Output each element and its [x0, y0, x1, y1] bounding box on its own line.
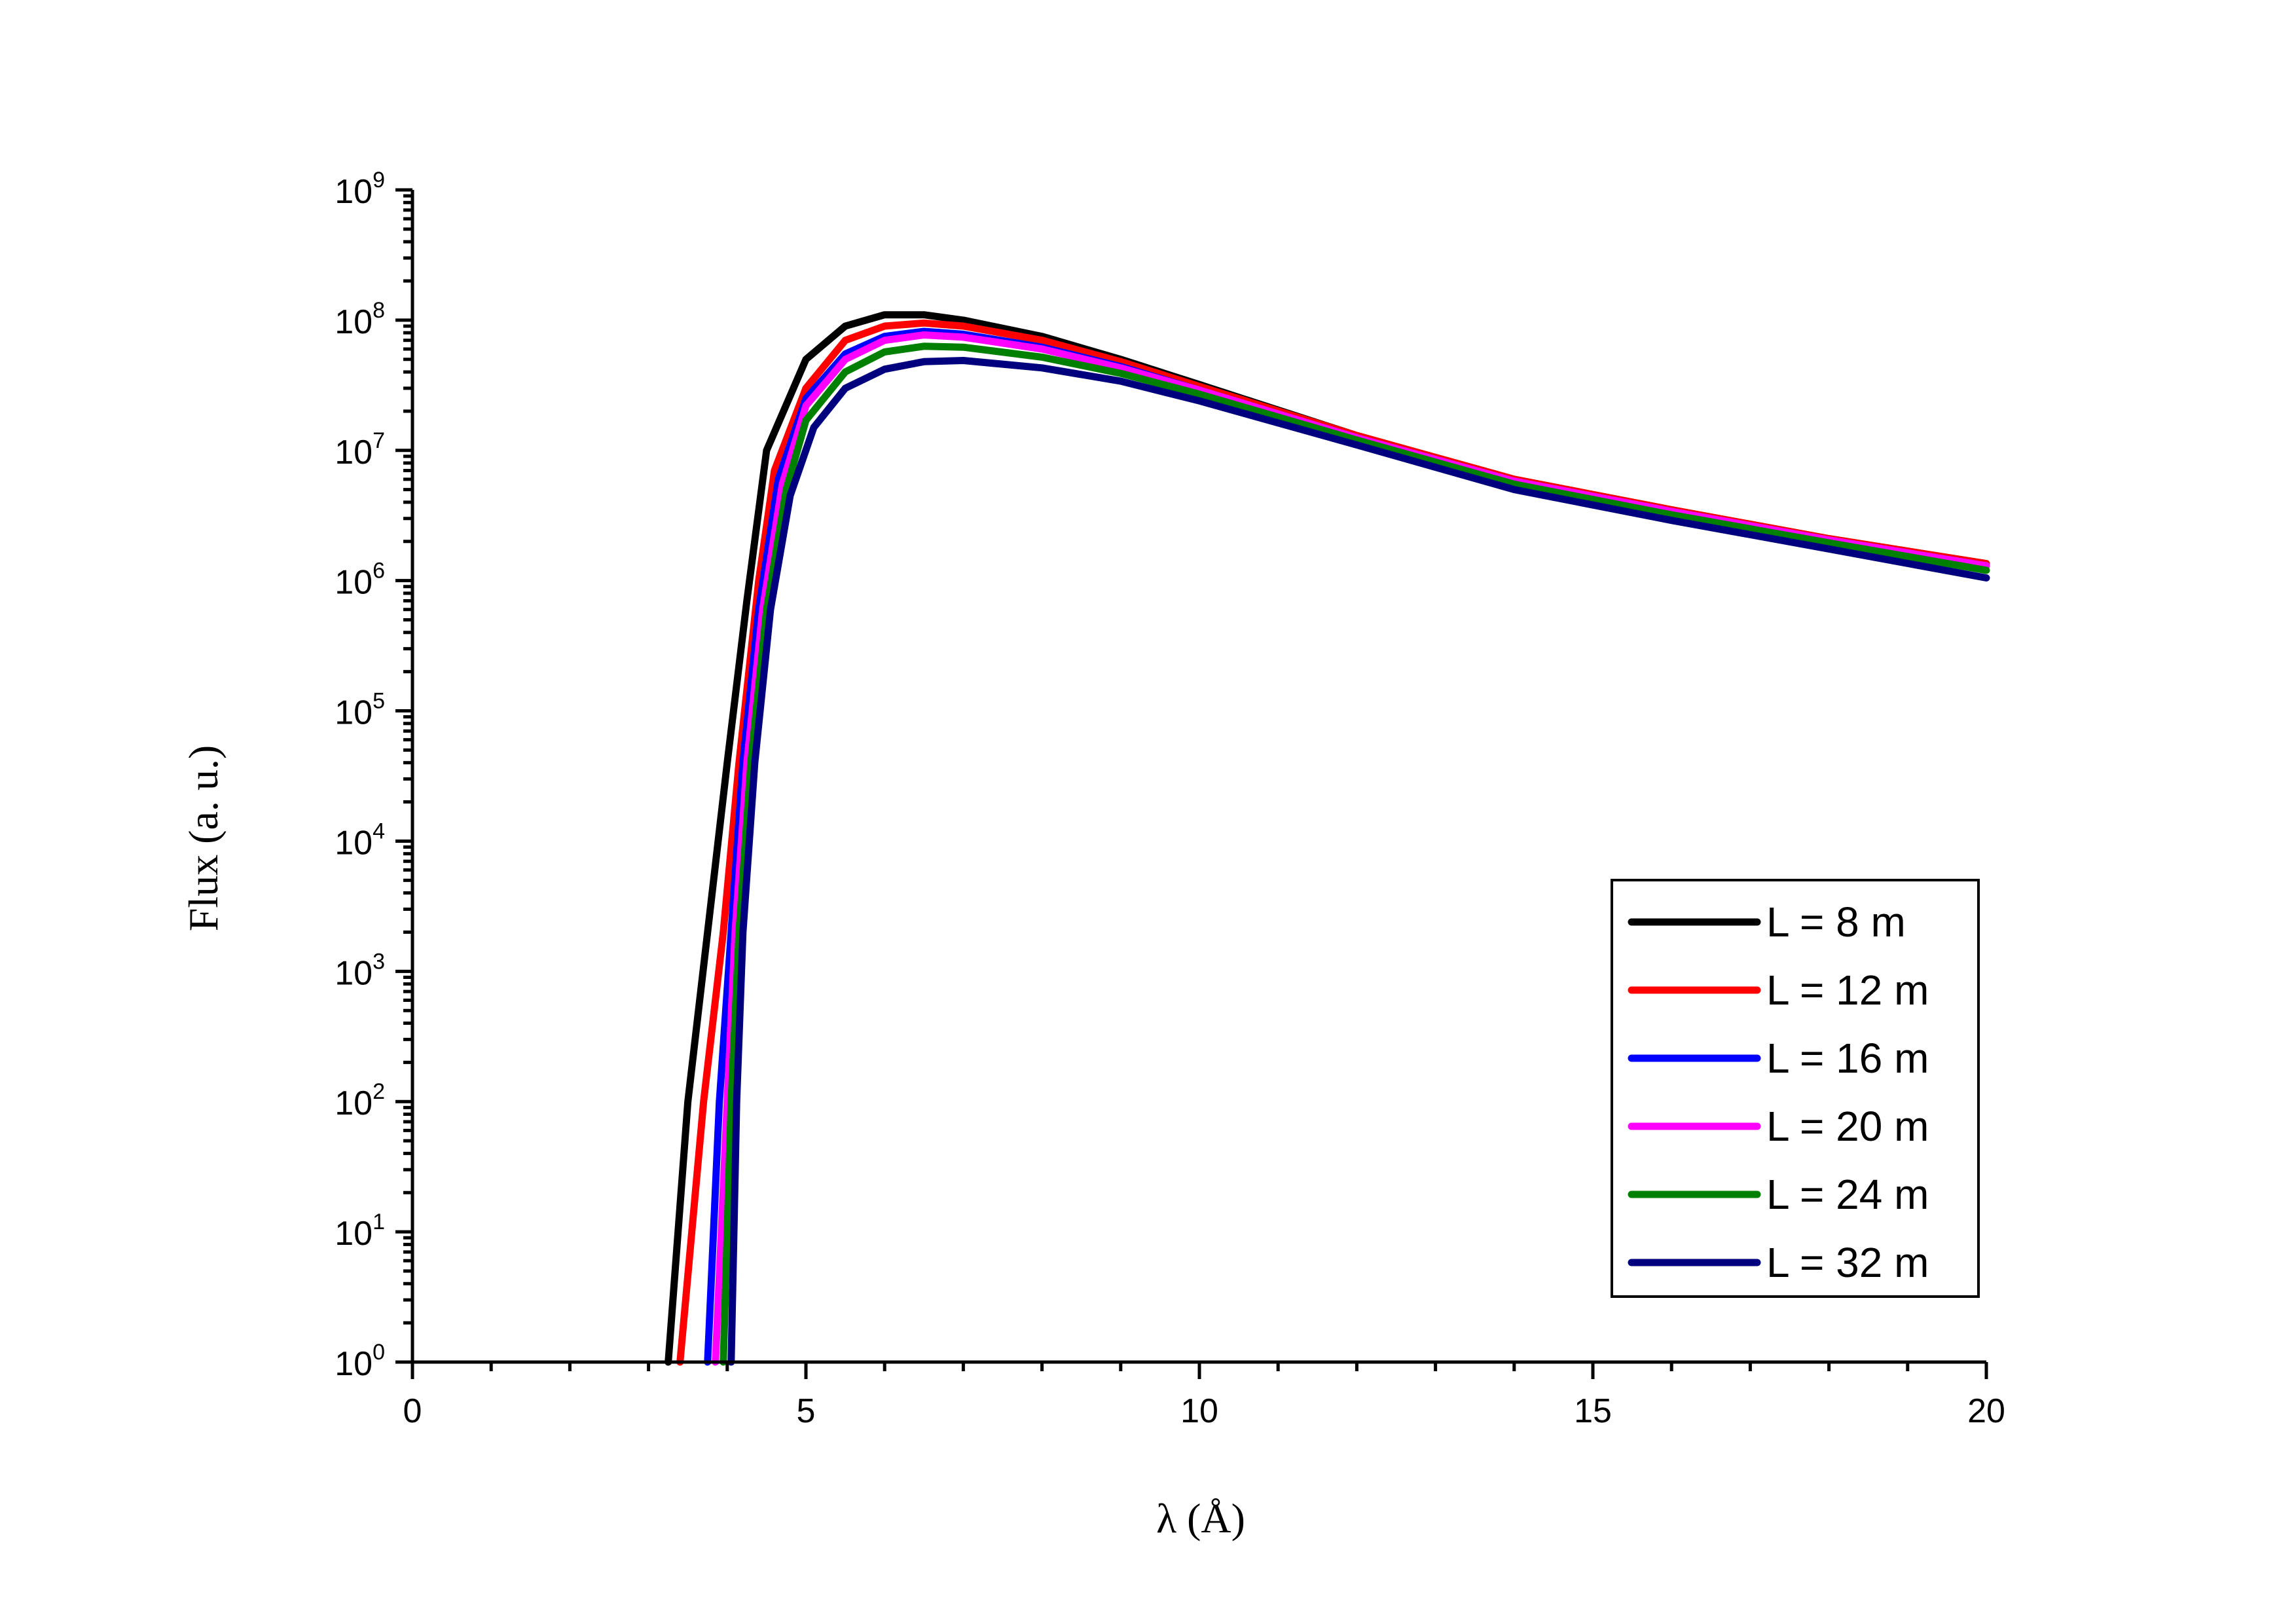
y-tick-label: 107 [335, 428, 385, 471]
legend-label: L = 16 m [1766, 1035, 1929, 1082]
x-tick-label: 20 [1967, 1392, 2005, 1430]
tick-labels: 0 5 10 15 20 100 101 102 103 104 105 106 107 108 109 [335, 168, 2005, 1430]
y-tick-label: 100 [335, 1340, 385, 1383]
y-tick-label: 104 [335, 819, 385, 862]
legend-label: L = 20 m [1766, 1103, 1929, 1150]
legend-label: L = 12 m [1766, 967, 1929, 1014]
y-tick-label: 109 [335, 168, 385, 211]
y-tick-label: 101 [335, 1209, 385, 1253]
x-tick-label: 0 [403, 1392, 422, 1430]
y-tick-label: 102 [335, 1079, 385, 1122]
series-line-5 [720, 342, 1990, 1366]
y-axis-title: Flux (a. u.) [180, 745, 227, 931]
y-tick-label: 105 [335, 689, 385, 732]
legend-box [1611, 879, 1980, 1298]
y-tick-label: 103 [335, 949, 385, 992]
ticks [395, 188, 1988, 1379]
x-tick-label: 10 [1180, 1392, 1218, 1430]
x-tick-label: 15 [1574, 1392, 1612, 1430]
y-tick-label: 108 [335, 298, 385, 341]
y-tick-label: 106 [335, 559, 385, 602]
plot-area [665, 311, 1990, 1366]
x-tick-label: 5 [797, 1392, 816, 1430]
legend-label: L = 24 m [1766, 1171, 1929, 1218]
x-axis-title: λ (Å) [1156, 1495, 1245, 1541]
series-line-6 [727, 357, 1990, 1366]
legend-label: L = 32 m [1766, 1239, 1929, 1286]
legend: L = 8 m L = 12 m L = 16 m L = 20 m L = 24 m L… [1611, 879, 1980, 1298]
legend-label: L = 8 m [1766, 898, 1906, 946]
